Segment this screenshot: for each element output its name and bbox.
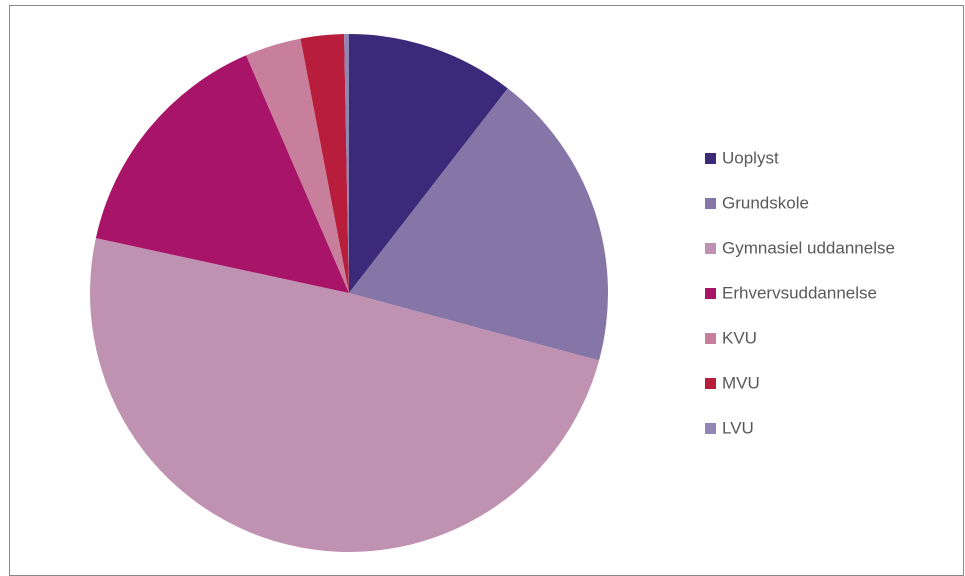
- legend-swatch: [705, 423, 716, 434]
- legend-label: Grundskole: [722, 193, 809, 212]
- pie-slice: [246, 38, 349, 293]
- legend-swatch: [705, 333, 716, 344]
- legend-label: Uoplyst: [722, 148, 779, 167]
- legend-swatch: [705, 153, 716, 164]
- pie-slice: [344, 34, 349, 293]
- legend-label: LVU: [722, 418, 754, 437]
- pie-slice: [300, 34, 349, 293]
- pie-slice: [349, 34, 508, 293]
- pie-slice: [349, 88, 609, 361]
- legend-label: Gymnasiel uddannelse: [722, 238, 895, 257]
- legend-swatch: [705, 198, 716, 209]
- legend-swatch: [705, 288, 716, 299]
- pie-slice: [95, 55, 349, 294]
- legend-label: MVU: [722, 373, 760, 392]
- legend-label: KVU: [722, 328, 757, 347]
- legend-label: Erhvervsuddannelse: [722, 283, 877, 302]
- legend-swatch: [705, 378, 716, 389]
- legend-swatch: [705, 243, 716, 254]
- pie-slice: [89, 238, 600, 553]
